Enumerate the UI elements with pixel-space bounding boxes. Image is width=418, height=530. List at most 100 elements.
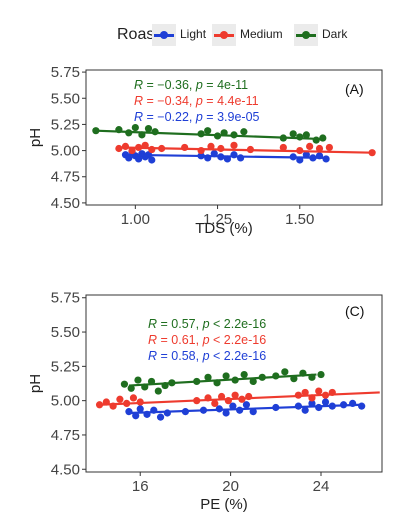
- panel-2-y-tick-label: 4.75: [51, 427, 80, 444]
- annotation-text: =: [203, 94, 217, 108]
- annotation-text: 2.2e-16: [224, 317, 266, 331]
- annotation-text: p: [202, 317, 210, 331]
- legend-label-light: Light: [180, 27, 207, 41]
- panel-1-x-tick-label: 1.00: [121, 211, 150, 228]
- annotation-text: ,: [189, 78, 196, 92]
- panel-1-annotation-3: R = −0.22, p = 3.9e-05: [134, 110, 260, 124]
- panel-2-annotation-3: R = 0.58, p < 2.2e-16: [148, 349, 266, 363]
- panel-2-series-dark-point: [281, 368, 289, 376]
- annotation-text: =: [157, 333, 171, 347]
- annotation-text: −0.22: [157, 110, 189, 124]
- panel-1-series-medium-point: [279, 143, 287, 152]
- panel-1-series-medium-point: [315, 144, 324, 153]
- panel-1-y-tick-label: 5.00: [51, 143, 80, 160]
- panel-1-x-axis-label: TDS (%): [195, 220, 253, 237]
- panel-1-series-light-fit-line: [125, 153, 327, 160]
- panel-1-series-dark-point: [204, 127, 212, 135]
- panel-1-series-medium-point: [325, 143, 333, 152]
- panel-2: 4.50 4.75 5.00 5.25 5.50 5.75 16 20 24 PE (%) pH (C…: [27, 290, 383, 513]
- panel-1-x-tick-label: 1.50: [285, 211, 314, 228]
- panel-2-series-dark-point: [154, 387, 162, 395]
- panel-2-series-light-point: [132, 412, 140, 420]
- panel-2-series-light: [125, 398, 366, 421]
- annotation-text: 2.2e-16: [224, 349, 266, 363]
- panel-2-series-medium-point: [116, 395, 124, 403]
- legend-point-light: [160, 31, 168, 39]
- panel-2-series-light-point: [242, 401, 251, 409]
- annotation-text: =: [157, 349, 171, 363]
- panel-1-series-light-point: [148, 156, 156, 164]
- panel-2-series-medium-fit-line: [99, 391, 380, 406]
- legend-key-dark: [294, 24, 318, 46]
- panel-1-series-dark: [92, 123, 327, 144]
- panel-2-series-dark-point: [222, 372, 230, 380]
- panel-1-series-dark-fit-line: [95, 129, 323, 141]
- annotation-text: p: [202, 333, 210, 347]
- panel-2-x-tick-label: 24: [313, 478, 330, 495]
- panel-1-y-tick-label: 5.75: [51, 64, 80, 81]
- annotation-text: =: [143, 94, 157, 108]
- panel-1-series-medium-fit-line: [118, 146, 373, 154]
- annotation-text: =: [143, 110, 157, 124]
- panel-1-series-medium-point: [207, 142, 215, 150]
- panel-2-series-medium-point: [211, 399, 219, 407]
- annotation-text: =: [157, 317, 171, 331]
- panel-2-series-medium-point: [301, 388, 309, 397]
- annotation-text: ,: [196, 349, 203, 363]
- panel-1-series-dark-point: [312, 136, 320, 144]
- panel-1-annotation-1: R = −0.36, p = 4e-11: [134, 78, 248, 92]
- panel-2-y-tick-label: 5.25: [51, 358, 80, 375]
- panel-1-y-tick-label: 4.50: [51, 195, 80, 212]
- panel-2-series-light-point: [222, 409, 230, 417]
- panel-2-series-medium-point: [315, 387, 323, 395]
- panel-1-y-tick-label: 5.50: [51, 90, 80, 107]
- legend-key-light: [152, 24, 176, 46]
- panel-2-series-light-point: [358, 402, 366, 410]
- panel-2-series-dark-point: [317, 370, 325, 379]
- annotation-text: 4e-11: [217, 78, 248, 92]
- annotation-text: =: [203, 78, 217, 92]
- panel-1-panel-label: (A): [345, 81, 364, 97]
- panel-1-series-medium-point: [306, 142, 314, 150]
- panel-2-series-light-point: [321, 398, 330, 406]
- annotation-text: R: [148, 317, 157, 331]
- legend-key-medium: [212, 24, 236, 46]
- panel-2-panel-label: (C): [345, 303, 364, 319]
- panel-2-series-light-point: [229, 402, 237, 410]
- panel-2-series-dark-point: [120, 380, 129, 388]
- panel-1-series-dark-point: [302, 131, 310, 139]
- panel-2-series-medium-point: [129, 394, 138, 402]
- panel-1-series-light-point: [236, 154, 245, 162]
- panel-1-y-tick-label: 4.75: [51, 169, 80, 186]
- annotation-text: p: [195, 110, 203, 124]
- annotation-text: R: [134, 110, 143, 124]
- annotation-text: <: [210, 317, 224, 331]
- annotation-text: ,: [189, 94, 196, 108]
- panel-2-plot-frame: [85, 294, 383, 473]
- annotation-text: ,: [196, 333, 203, 347]
- panel-1-series-light: [121, 148, 330, 164]
- panel-2-series-medium-point: [231, 391, 239, 399]
- panel-2-series-light-point: [315, 403, 323, 412]
- panel-2-y-tick-label: 5.50: [51, 324, 80, 341]
- annotation-text: 0.58: [171, 349, 195, 363]
- legend-title: Roast: [117, 26, 159, 43]
- panel-1-series-light-point: [135, 155, 143, 163]
- legend-point-medium: [220, 31, 228, 39]
- panel-1-series-light-point: [125, 154, 133, 162]
- legend-label-medium: Medium: [240, 27, 283, 41]
- panel-1-series-medium-point: [230, 141, 238, 149]
- panel-1-series-dark-point: [144, 125, 153, 133]
- panel-1-series-dark-point: [289, 130, 297, 138]
- annotation-text: ,: [196, 317, 203, 331]
- panel-2-x-tick-label: 16: [132, 478, 149, 495]
- panel-2-series-medium: [95, 387, 380, 410]
- panel-1-annotation-2: R = −0.34, p = 4.4e-11: [134, 94, 259, 108]
- annotation-text: ,: [189, 110, 196, 124]
- panel-2-series-dark-point: [204, 373, 212, 381]
- annotation-text: <: [210, 349, 224, 363]
- panel-2-y-axis-label: pH: [27, 374, 44, 393]
- panel-2-y-tick-label: 5.75: [51, 290, 80, 307]
- annotation-text: <: [210, 333, 224, 347]
